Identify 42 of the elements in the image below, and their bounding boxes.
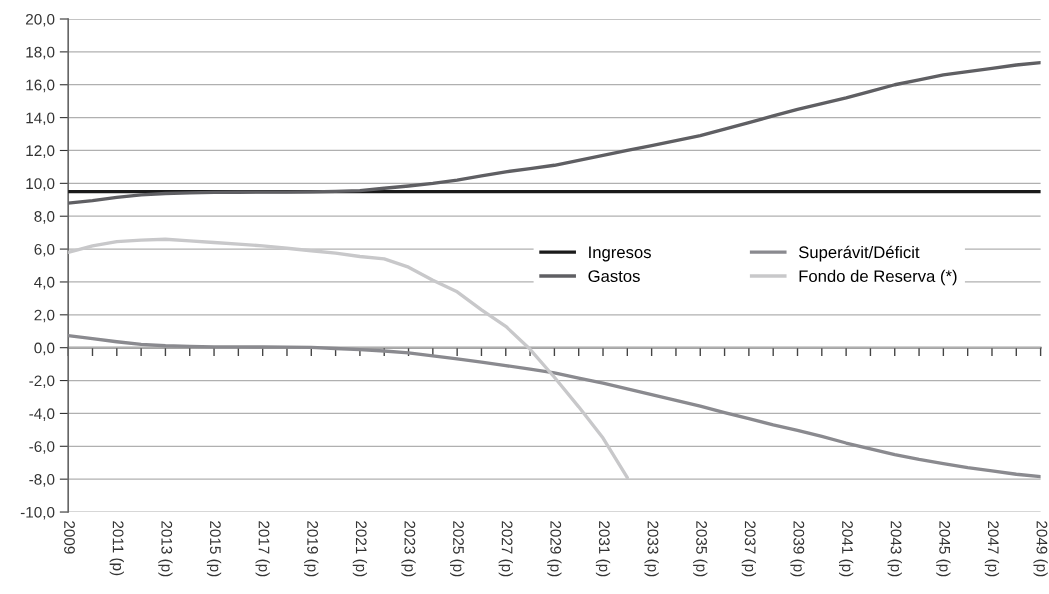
y-tick-label: 8,0 bbox=[34, 211, 55, 224]
legend-label: Ingresos bbox=[589, 246, 651, 262]
x-tick-label: 2015 (p) bbox=[206, 521, 222, 577]
x-tick-label: 2023 (p) bbox=[401, 521, 416, 577]
x-tick-label: 2045 (p) bbox=[936, 521, 951, 577]
y-tick-label: -8,0 bbox=[29, 474, 55, 487]
y-tick-label: 12,0 bbox=[26, 145, 55, 158]
legend-label: Superávit/Déficit bbox=[798, 245, 920, 262]
y-tick-label: 10,0 bbox=[26, 178, 55, 191]
legend-label: Fondo de Reserva (*) bbox=[799, 269, 957, 286]
x-tick-label: 2033 (p) bbox=[644, 521, 659, 577]
y-tick-label: -10,0 bbox=[20, 506, 55, 520]
x-tick-label: 2043 (p) bbox=[887, 521, 902, 577]
line-series bbox=[68, 334, 1041, 479]
y-tick-label: 20,0 bbox=[26, 13, 55, 27]
x-tick-label: 2019 (p) bbox=[304, 521, 319, 577]
y-tick-label: 4,0 bbox=[34, 276, 55, 290]
y-tick-label: 6,0 bbox=[34, 243, 55, 257]
x-tick-label: 2011 (p) bbox=[109, 521, 124, 576]
y-tick-label: 18,0 bbox=[26, 46, 55, 60]
x-tick-label: 2021 (p) bbox=[352, 521, 368, 577]
y-tick-label: -6,0 bbox=[29, 441, 55, 454]
x-tick-label: 2037 (p) bbox=[741, 521, 756, 577]
x-tick-label: 2049 (p) bbox=[1033, 521, 1048, 577]
legend-label: Gastos bbox=[588, 270, 640, 283]
x-tick-label: 2039 (p) bbox=[790, 521, 805, 577]
y-tick-label: 0,0 bbox=[34, 342, 55, 356]
x-tick-label: 2035 (p) bbox=[693, 521, 708, 577]
x-tick-label: 2047 (p) bbox=[984, 521, 1000, 577]
x-tick-label: 2009 bbox=[64, 521, 75, 554]
x-tick-label: 2029 (p) bbox=[547, 521, 562, 577]
x-tick-label: 2025 (p) bbox=[450, 521, 465, 577]
x-tick-label: 2041 (p) bbox=[839, 521, 854, 577]
y-tick-label: 14,0 bbox=[26, 112, 55, 126]
x-tick-label: 2017 (p) bbox=[255, 521, 270, 577]
x-tick-label: 2027 (p) bbox=[498, 521, 513, 577]
y-tick-label: -4,0 bbox=[29, 408, 55, 421]
x-tick-label: 2031 (p) bbox=[595, 521, 611, 577]
y-tick-label: -2,0 bbox=[29, 375, 55, 389]
x-tick-label: 2013 (p) bbox=[158, 521, 173, 577]
y-tick-label: 16,0 bbox=[26, 79, 55, 93]
y-tick-label: 2,0 bbox=[34, 309, 55, 323]
